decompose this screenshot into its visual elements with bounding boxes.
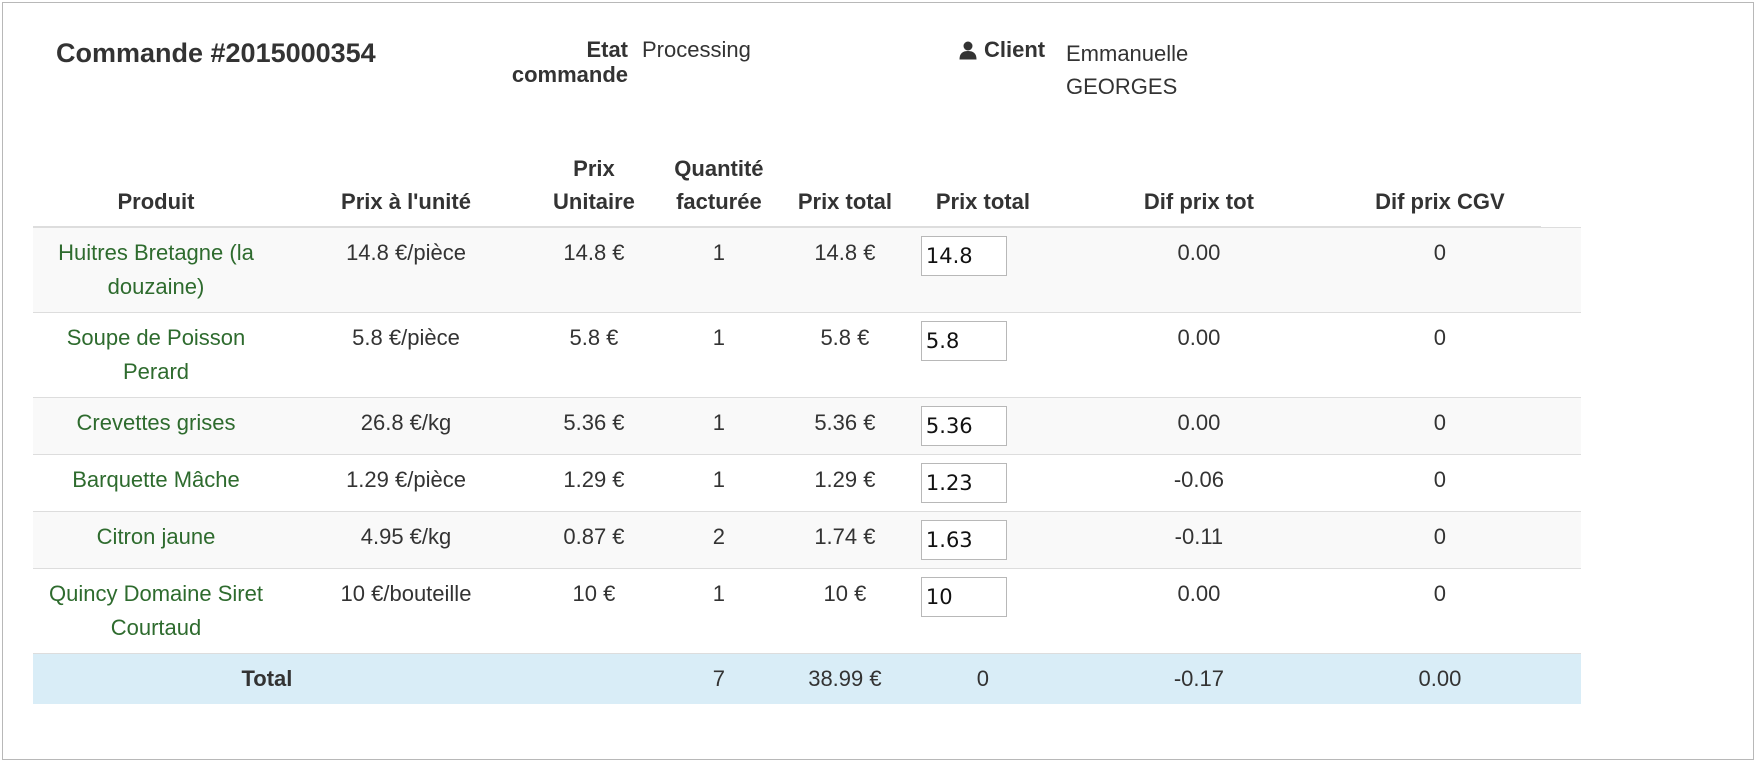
header-prix-unitaire: Prix Unitaire	[533, 144, 655, 228]
total-price-input-cell	[906, 568, 1059, 654]
product-cell: Crevettes grises	[33, 397, 279, 455]
total-price-cell: 10 €	[782, 568, 907, 654]
total-price-input-cell	[906, 226, 1059, 313]
total-price-input-cell	[906, 397, 1059, 455]
price-unit-cell: 5.8 €	[533, 312, 655, 398]
quantity-cell: 1	[654, 312, 783, 398]
order-status-label: Etat commande	[511, 37, 628, 87]
product-cell: Quincy Domaine Siret Courtaud	[33, 568, 279, 654]
table-row: Crevettes grises 26.8 €/kg 5.36 € 1 5.36…	[33, 397, 1581, 455]
unit-price-cell: 26.8 €/kg	[279, 397, 533, 455]
quantity-cell: 1	[654, 454, 783, 512]
product-link[interactable]: Quincy Domaine Siret Courtaud	[49, 581, 263, 640]
header-quantite-facturee: Quantité facturée	[654, 144, 783, 228]
unit-price-cell: 1.29 €/pièce	[279, 454, 533, 512]
price-unit-cell: 14.8 €	[533, 226, 655, 313]
total-price-input[interactable]	[920, 520, 1007, 560]
total-price-input-cell	[906, 511, 1059, 569]
dif-prix-tot-cell: -0.11	[1058, 511, 1339, 569]
dif-prix-tot-cell: -0.06	[1058, 454, 1339, 512]
user-icon	[959, 41, 977, 59]
total-price-cell: 5.8 €	[782, 312, 907, 398]
total-price-cell: 1.74 €	[782, 511, 907, 569]
order-lines-table: Produit Prix à l'unité Prix Unitaire Qua…	[33, 144, 1581, 704]
table-row: Huitres Bretagne (la douzaine) 14.8 €/pi…	[33, 226, 1581, 313]
price-unit-cell: 5.36 €	[533, 397, 655, 455]
product-link[interactable]: Barquette Mâche	[72, 467, 240, 492]
dif-prix-cgv-cell: 0	[1338, 568, 1541, 654]
dif-prix-cgv-cell: 0	[1338, 226, 1541, 313]
total-price-input[interactable]	[920, 321, 1007, 361]
quantity-cell: 1	[654, 397, 783, 455]
total-dif-prix-cgv: 0.00	[1338, 653, 1541, 704]
dif-prix-tot-cell: 0.00	[1058, 568, 1339, 654]
unit-price-cell: 14.8 €/pièce	[279, 226, 533, 313]
product-link[interactable]: Citron jaune	[96, 524, 216, 549]
total-price-input[interactable]	[920, 577, 1007, 617]
total-price-input-cell	[906, 312, 1059, 398]
total-price-cell: 1.29 €	[782, 454, 907, 512]
client-label: Client	[958, 37, 1045, 62]
dif-prix-tot-cell: 0.00	[1058, 397, 1339, 455]
dif-prix-tot-cell: 0.00	[1058, 312, 1339, 398]
table-header-row: Produit Prix à l'unité Prix Unitaire Qua…	[33, 144, 1581, 228]
product-link[interactable]: Soupe de Poisson Perard	[66, 325, 246, 384]
header-prix-total: Prix total	[782, 144, 907, 228]
quantity-cell: 1	[654, 568, 783, 654]
price-unit-cell: 10 €	[533, 568, 655, 654]
price-unit-cell: 1.29 €	[533, 454, 655, 512]
dif-prix-tot-cell: 0.00	[1058, 226, 1339, 313]
total-row: Total 7 38.99 € 0 -0.17 0.00	[33, 653, 1581, 704]
total-price-cell: 5.36 €	[782, 397, 907, 455]
client-label-text: Client	[984, 37, 1046, 62]
table-row: Citron jaune 4.95 €/kg 0.87 € 2 1.74 € -…	[33, 511, 1581, 569]
total-price-cell: 14.8 €	[782, 226, 907, 313]
total-price-input[interactable]	[920, 236, 1007, 276]
product-link[interactable]: Huitres Bretagne (la douzaine)	[58, 240, 254, 299]
total-price-input[interactable]	[920, 463, 1007, 503]
total-price-input-cell	[906, 454, 1059, 512]
price-unit-cell: 0.87 €	[533, 511, 655, 569]
header-produit: Produit	[33, 144, 279, 228]
dif-prix-cgv-cell: 0	[1338, 454, 1541, 512]
header-prix-a-l-unite: Prix à l'unité	[279, 144, 533, 228]
order-status-value: Processing	[642, 37, 751, 62]
quantity-cell: 2	[654, 511, 783, 569]
table-row: Barquette Mâche 1.29 €/pièce 1.29 € 1 1.…	[33, 454, 1581, 512]
header-dif-prix-tot: Dif prix tot	[1058, 144, 1339, 228]
total-price-edit: 0	[906, 653, 1059, 704]
product-cell: Huitres Bretagne (la douzaine)	[33, 226, 279, 313]
product-cell: Soupe de Poisson Perard	[33, 312, 279, 398]
unit-price-cell: 5.8 €/pièce	[279, 312, 533, 398]
total-price-input[interactable]	[920, 406, 1007, 446]
total-label: Total	[33, 653, 655, 704]
dif-prix-cgv-cell: 0	[1338, 511, 1541, 569]
client-name: Emmanuelle GEORGES	[1066, 41, 1189, 99]
unit-price-cell: 10 €/bouteille	[279, 568, 533, 654]
header-dif-prix-cgv: Dif prix CGV	[1338, 144, 1541, 228]
quantity-cell: 1	[654, 226, 783, 313]
header-prix-total-edit: Prix total	[906, 144, 1059, 228]
unit-price-cell: 4.95 €/kg	[279, 511, 533, 569]
total-quantity: 7	[654, 653, 783, 704]
dif-prix-cgv-cell: 0	[1338, 397, 1541, 455]
dif-prix-cgv-cell: 0	[1338, 312, 1541, 398]
order-title: Commande #2015000354	[56, 38, 376, 68]
product-cell: Barquette Mâche	[33, 454, 279, 512]
product-link[interactable]: Crevettes grises	[76, 410, 236, 435]
product-cell: Citron jaune	[33, 511, 279, 569]
table-row: Soupe de Poisson Perard 5.8 €/pièce 5.8 …	[33, 312, 1581, 398]
total-dif-prix-tot: -0.17	[1058, 653, 1339, 704]
total-price: 38.99 €	[782, 653, 907, 704]
table-row: Quincy Domaine Siret Courtaud 10 €/boute…	[33, 568, 1581, 654]
